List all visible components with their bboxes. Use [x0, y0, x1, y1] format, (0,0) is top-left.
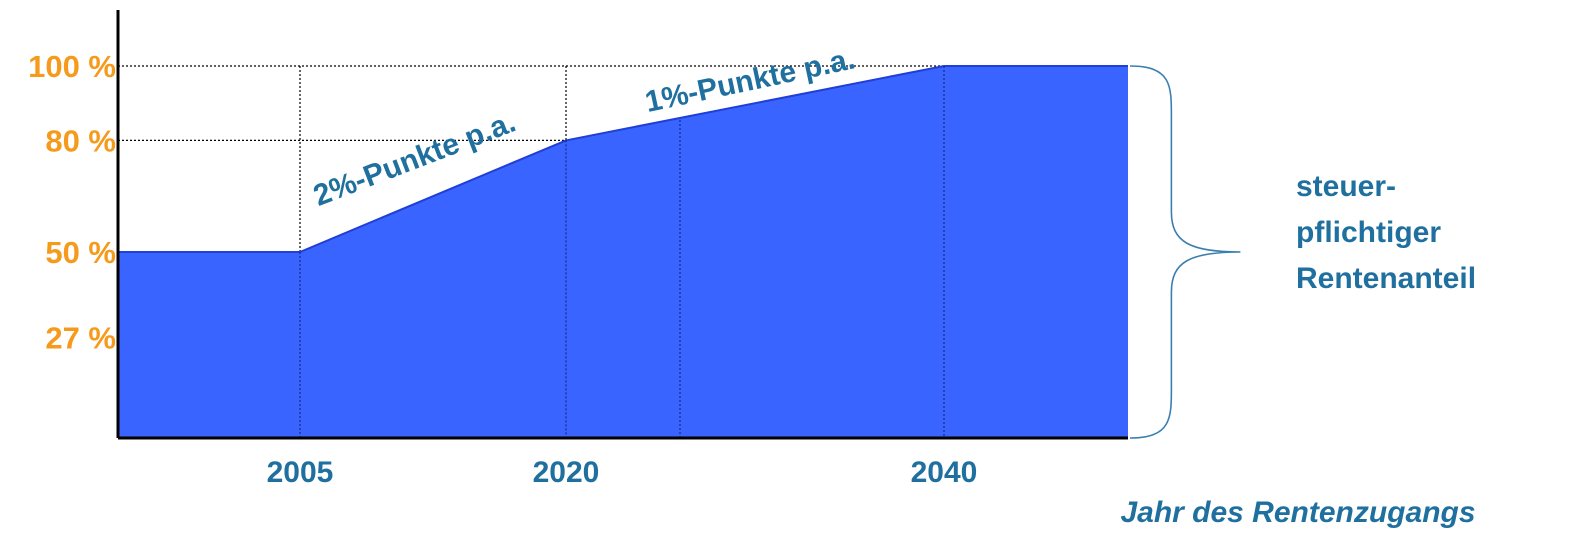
y-tick-label: 27 %: [45, 321, 116, 356]
y-tick-label: 80 %: [45, 123, 116, 158]
x-tick-label: 2040: [911, 456, 978, 489]
axis-layer: [116, 10, 1128, 440]
x-axis-title: Jahr des Rentenzugangs: [1120, 496, 1475, 529]
x-tick-label: 2005: [267, 456, 334, 489]
y-tick-label: 50 %: [45, 235, 116, 270]
x-tick-label: 2020: [533, 456, 600, 489]
brace-layer: [1129, 65, 1241, 439]
side-label-layer: steuer-pflichtiger Rentenanteil: [1296, 170, 1476, 295]
curly-brace: [1129, 65, 1241, 439]
y-tick-label: 100 %: [28, 49, 116, 84]
side-label-line: pflichtiger: [1296, 216, 1441, 249]
area-layer: [118, 65, 1128, 438]
area-series: [118, 66, 1128, 438]
tick-layer: 27 % 50 % 80 % 100 % 2005 2020 2040: [28, 49, 977, 489]
side-label-line: steuer-: [1296, 170, 1396, 203]
side-label-line: Rentenanteil: [1296, 262, 1476, 295]
